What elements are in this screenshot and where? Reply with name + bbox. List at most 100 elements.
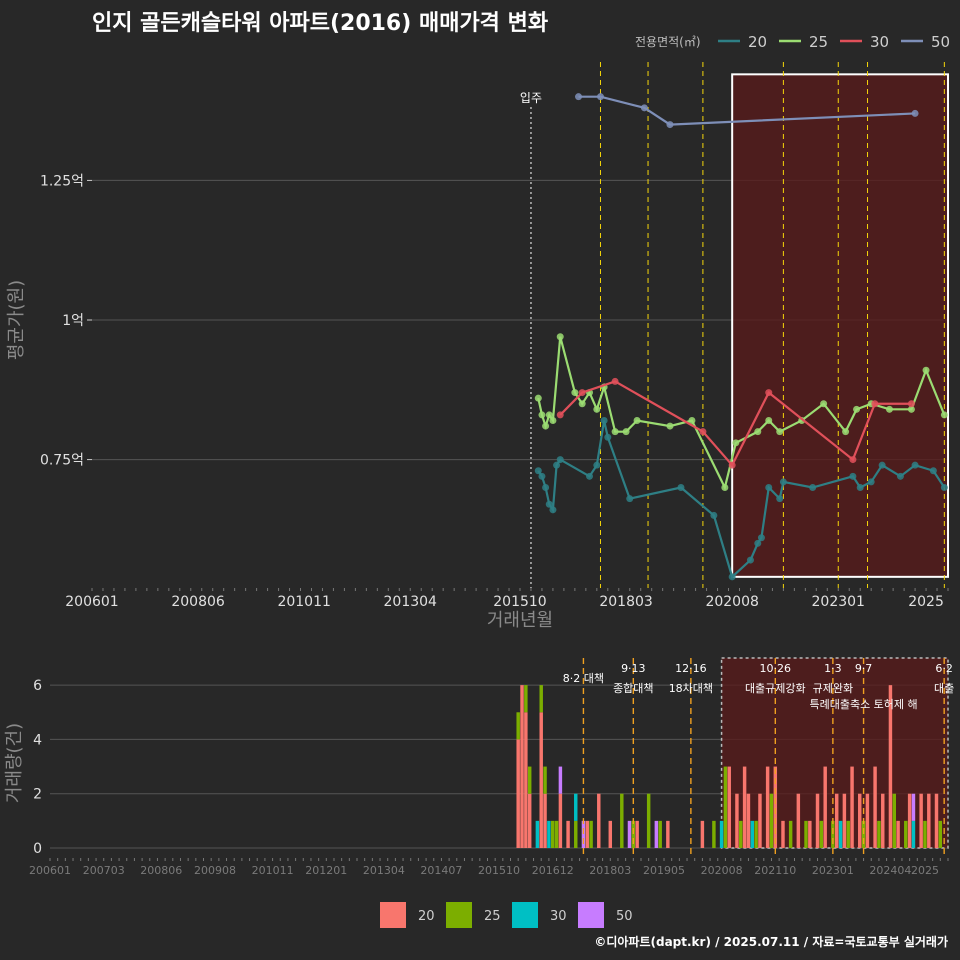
- top-x-axis-title: 거래년월: [487, 610, 553, 631]
- top-highlight-region: [731, 73, 950, 578]
- series-point-20: [896, 472, 904, 480]
- volume-bar-20: [746, 793, 751, 848]
- volume-bar-25: [923, 820, 927, 848]
- volume-bar-50: [911, 793, 916, 821]
- policy-label-top: 8·2 대책: [563, 672, 604, 685]
- volume-bar-20: [858, 793, 862, 848]
- series-point-20: [586, 472, 594, 480]
- series-point-25: [885, 405, 893, 413]
- bottom-legend-key-50: [578, 902, 604, 928]
- volume-bar-20: [796, 793, 801, 848]
- bottom-y-tick-label: 0: [33, 841, 42, 857]
- series-point-20: [856, 484, 864, 491]
- series-point-25: [593, 405, 601, 413]
- series-point-50: [911, 109, 919, 117]
- series-point-25: [688, 417, 696, 424]
- footer-credit: ©디아파트(dapt.kr) / 2025.07.11 / 자료=국토교통부 실…: [594, 934, 948, 949]
- series-point-20: [549, 506, 557, 514]
- top-y-axis-title: 평균가(원): [6, 280, 27, 360]
- series-point-50: [575, 93, 583, 101]
- volume-bar-20: [742, 766, 747, 848]
- series-point-20: [765, 484, 773, 491]
- series-point-20: [757, 534, 765, 542]
- volume-bar-25: [712, 820, 716, 848]
- volume-bar-20: [919, 793, 923, 848]
- bottom-x-tick-label: 201803: [589, 864, 631, 877]
- bottom-x-tick-label: 201407: [420, 864, 462, 877]
- top-x-tick-label: 202301: [812, 594, 865, 610]
- series-point-30: [699, 428, 707, 436]
- series-point-20: [553, 461, 561, 469]
- series-point-20: [542, 484, 550, 491]
- series-point-25: [820, 400, 828, 408]
- volume-bar-20: [808, 820, 812, 848]
- bottom-x-tick-label: 200806: [140, 864, 182, 877]
- series-point-20: [728, 573, 736, 581]
- series-point-20: [746, 556, 754, 564]
- series-point-25: [754, 428, 762, 436]
- series-point-25: [666, 422, 674, 430]
- volume-bar-50: [654, 820, 659, 848]
- series-point-20: [776, 495, 784, 503]
- volume-bar-20: [888, 685, 893, 848]
- series-point-25: [732, 439, 740, 447]
- volume-bar-25: [574, 820, 578, 848]
- volume-bar-25: [631, 820, 636, 848]
- volume-bar-25: [658, 820, 662, 848]
- policy-label-bottom: 종합대책: [613, 682, 653, 695]
- policy-label-top: 6·2: [935, 662, 953, 675]
- volume-bar-20: [758, 793, 762, 848]
- top-x-tick-label: 2025: [908, 594, 944, 610]
- series-point-50: [596, 93, 604, 101]
- bottom-x-tick-label: 200601: [29, 864, 71, 877]
- series-point-25: [542, 422, 550, 430]
- series-point-25: [545, 411, 553, 419]
- volume-bar-25: [646, 793, 651, 848]
- top-y-tick-label: 1억: [62, 313, 84, 329]
- series-point-25: [853, 405, 861, 413]
- bottom-axes: 0 2 4 6 거래량(건) 200601 200703 200806 200908 201011…: [4, 678, 949, 877]
- series-point-25: [571, 389, 579, 397]
- series-point-20: [878, 461, 886, 469]
- volume-bar-25: [589, 820, 593, 848]
- series-point-30: [611, 377, 619, 385]
- volume-bar-20: [842, 793, 847, 848]
- series-point-25: [556, 333, 564, 341]
- bottom-legend-label-30: 30: [550, 909, 567, 924]
- volume-bar-25: [769, 793, 774, 848]
- policy-label-bottom: 특례대출축소 토허제 해: [809, 697, 917, 711]
- bottom-x-tick-label: 202008: [701, 864, 743, 877]
- top-legend-label-30: 30: [870, 33, 889, 51]
- volume-bar-20: [735, 793, 739, 848]
- bottom-y-axis-title: 거래량(건): [4, 723, 25, 803]
- top-legend-label-20: 20: [748, 33, 767, 51]
- bottom-x-tick-label: 202110: [754, 864, 796, 877]
- policy-label-bottom: 대출: [934, 682, 954, 695]
- series-point-30: [765, 389, 773, 397]
- volume-bar-20: [666, 820, 670, 848]
- bottom-x-tick-label: 201510: [478, 864, 520, 877]
- volume-bar-20: [727, 766, 731, 848]
- volume-bar-20: [934, 793, 939, 848]
- bottom-x-tick-label: 201905: [643, 864, 685, 877]
- chart-title: 인지 골든캐슬타워 아파트(2016) 매매가격 변화: [92, 11, 548, 36]
- series-point-30: [728, 461, 736, 469]
- volume-bar-50: [581, 820, 586, 848]
- bottom-x-tick-label: 202301: [812, 864, 854, 877]
- volume-bar-25: [788, 820, 793, 848]
- volume-bar-20: [597, 793, 601, 848]
- policy-label-top: 1·3: [824, 662, 842, 675]
- series-point-20: [593, 461, 601, 469]
- volume-bar-20: [516, 739, 520, 848]
- top-legend-title: 전용면적(㎡): [635, 35, 701, 49]
- volume-bar-20: [524, 712, 528, 848]
- policy-label-bottom: 18차대책: [669, 682, 713, 695]
- volume-bar-20: [823, 766, 827, 848]
- volume-bar-20: [834, 793, 839, 848]
- bottom-x-tick-label: 200908: [194, 864, 236, 877]
- series-point-25: [776, 428, 784, 436]
- policy-label-top: 9·13: [621, 662, 646, 675]
